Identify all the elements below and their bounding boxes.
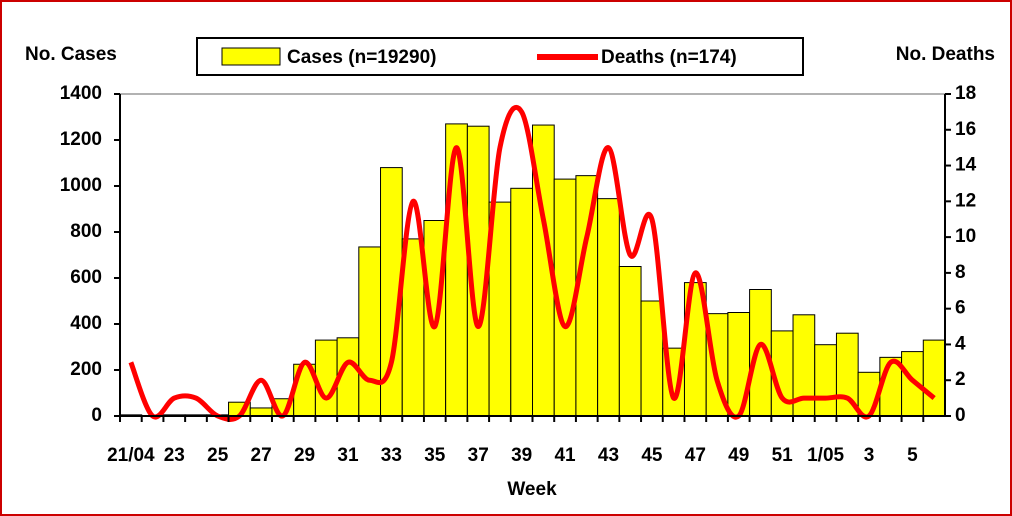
x-tick-label: 29 (294, 445, 315, 466)
bar (358, 246, 382, 417)
legend-label: Cases (n=19290) (287, 47, 436, 68)
bar (618, 266, 642, 417)
legend-swatch (221, 47, 281, 66)
x-tick-label: 37 (468, 445, 489, 466)
y2-tick-label: 8 (955, 262, 966, 283)
bar (597, 198, 620, 417)
y-tick-label: 1200 (60, 129, 102, 150)
x-tick-label: 43 (598, 445, 619, 466)
y-tick-label: 600 (70, 267, 102, 288)
x-tick-label: 5 (907, 445, 918, 466)
y-tick-label: 400 (70, 313, 102, 334)
y2-tick-label: 4 (955, 333, 966, 354)
legend-label: Deaths (n=174) (601, 47, 737, 68)
x-tick-label: 23 (164, 445, 185, 466)
x-tick-label: 31 (337, 445, 359, 466)
x-tick-label: 39 (511, 445, 532, 466)
y2-tick-label: 12 (955, 190, 976, 211)
y2-axis-title: No. Deaths (896, 44, 995, 65)
x-tick-label: 51 (772, 445, 794, 466)
y-tick-label: 800 (70, 221, 102, 242)
x-axis-title: Week (507, 479, 557, 500)
y-axis-title: No. Cases (25, 44, 117, 65)
legend (196, 37, 804, 76)
x-tick-label: 35 (424, 445, 446, 466)
y2-tick-label: 2 (955, 369, 966, 390)
x-tick-label: 33 (381, 445, 402, 466)
y2-tick-label: 14 (955, 155, 977, 176)
y2-tick-label: 18 (955, 83, 976, 104)
bar (249, 407, 273, 417)
x-tick-label: 21/04 (107, 445, 155, 466)
x-tick-label: 25 (207, 445, 229, 466)
line (128, 104, 936, 422)
y-tick-label: 1400 (60, 83, 102, 104)
x-tick-label: 45 (641, 445, 663, 466)
y-tick-label: 200 (70, 359, 102, 380)
bar (640, 300, 664, 417)
bar (314, 339, 338, 417)
bar (510, 187, 533, 417)
bar (814, 344, 837, 417)
y-tick-label: 0 (91, 405, 102, 426)
x-tick-label: 47 (685, 445, 706, 466)
y2-tick-label: 10 (955, 226, 976, 247)
x-tick-label: 41 (554, 445, 576, 466)
y2-tick-label: 0 (955, 405, 966, 426)
x-tick-label: 1/05 (807, 445, 844, 466)
x-tick-label: 49 (728, 445, 749, 466)
bar (445, 123, 468, 417)
x-tick-label: 27 (251, 445, 272, 466)
y2-tick-label: 6 (955, 298, 966, 319)
x-tick-label: 3 (864, 445, 875, 466)
y2-tick-label: 16 (955, 119, 976, 140)
y-tick-label: 1000 (60, 175, 102, 196)
bar (922, 339, 946, 417)
